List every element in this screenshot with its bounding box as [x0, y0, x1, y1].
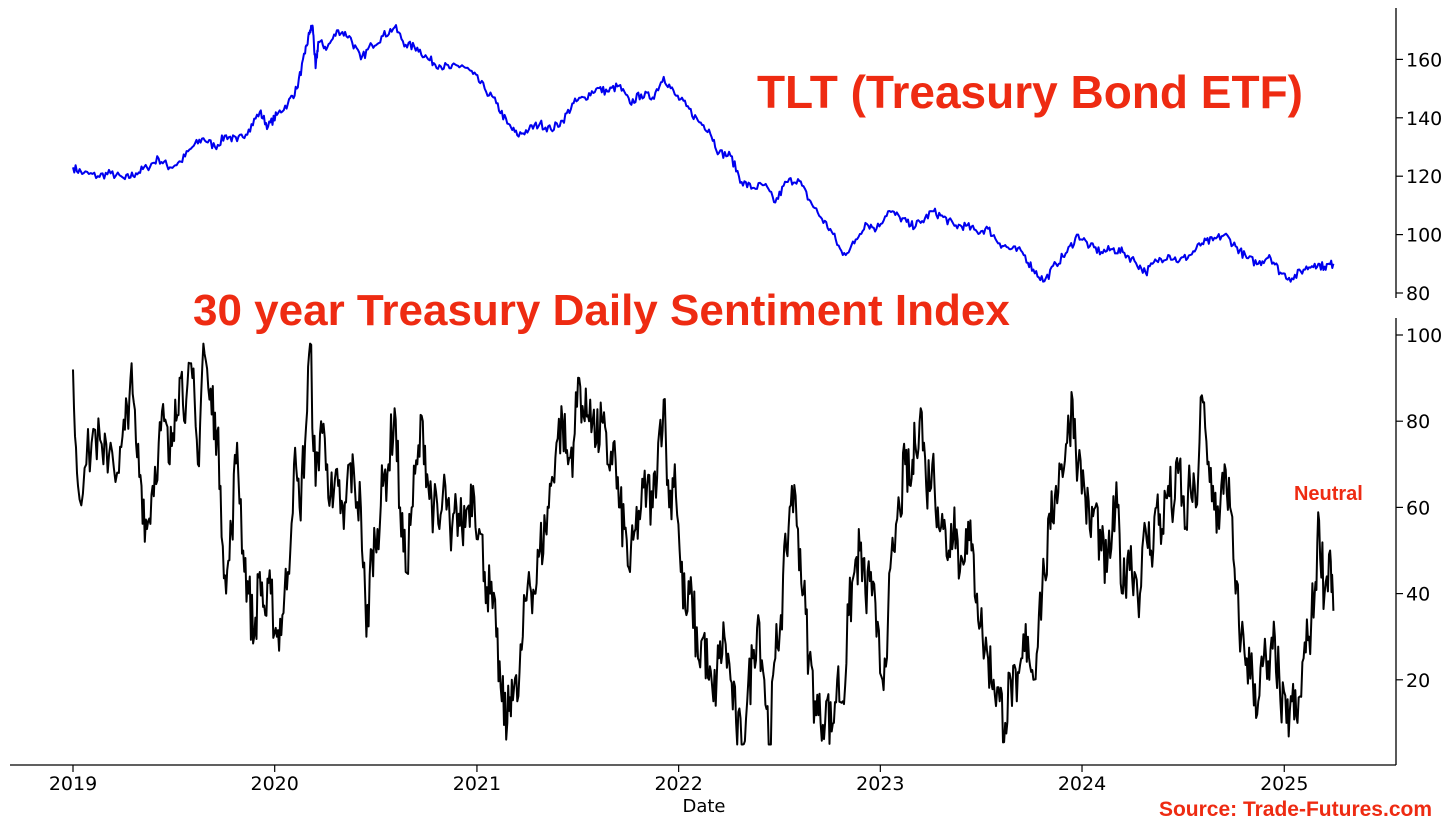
- sentiment-series-line: [72, 342, 1335, 746]
- sentiment-y-tick-label: 60: [1406, 497, 1430, 519]
- tlt-y-tick-label: 120: [1406, 166, 1442, 188]
- sentiment-y-tick-label: 40: [1406, 584, 1430, 606]
- tlt-y-tick-label: 160: [1406, 49, 1442, 71]
- tlt-title: TLT (Treasury Bond ETF): [757, 66, 1303, 118]
- sentiment-y-ticks: 20 40 60 80 100: [1396, 325, 1442, 692]
- sentiment-y-tick-label: 80: [1406, 411, 1430, 433]
- neutral-annotation: Neutral: [1294, 483, 1363, 505]
- tlt-y-tick-label: 80: [1406, 283, 1430, 305]
- x-axis-label: Date: [682, 796, 725, 817]
- x-tick-label: 2022: [654, 773, 702, 795]
- x-tick-label: 2023: [856, 773, 904, 795]
- tlt-series-line: [72, 24, 1335, 283]
- x-tick-label: 2021: [453, 773, 501, 795]
- source-label: Source: Trade-Futures.com: [1159, 798, 1432, 821]
- x-tick-label: 2020: [251, 773, 299, 795]
- x-tick-label: 2025: [1260, 773, 1308, 795]
- tlt-y-tick-label: 140: [1406, 108, 1442, 130]
- tlt-panel: 80 100 120 140 160 TLT (Treasury Bond ETF): [72, 8, 1442, 305]
- sentiment-panel: 20 40 60 80 100 2019 2020 2021 2022 2023 2024 2025…: [10, 286, 1442, 817]
- x-ticks: 2019 2020 2021 2022 2023 2024 2025: [49, 765, 1308, 795]
- sentiment-y-tick-label: 100: [1406, 325, 1442, 347]
- sentiment-y-tick-label: 20: [1406, 670, 1430, 692]
- x-tick-label: 2024: [1058, 773, 1106, 795]
- tlt-y-tick-label: 100: [1406, 225, 1442, 247]
- sentiment-title: 30 year Treasury Daily Sentiment Index: [193, 286, 1010, 335]
- tlt-y-ticks: 80 100 120 140 160: [1396, 49, 1442, 305]
- x-tick-label: 2019: [49, 773, 97, 795]
